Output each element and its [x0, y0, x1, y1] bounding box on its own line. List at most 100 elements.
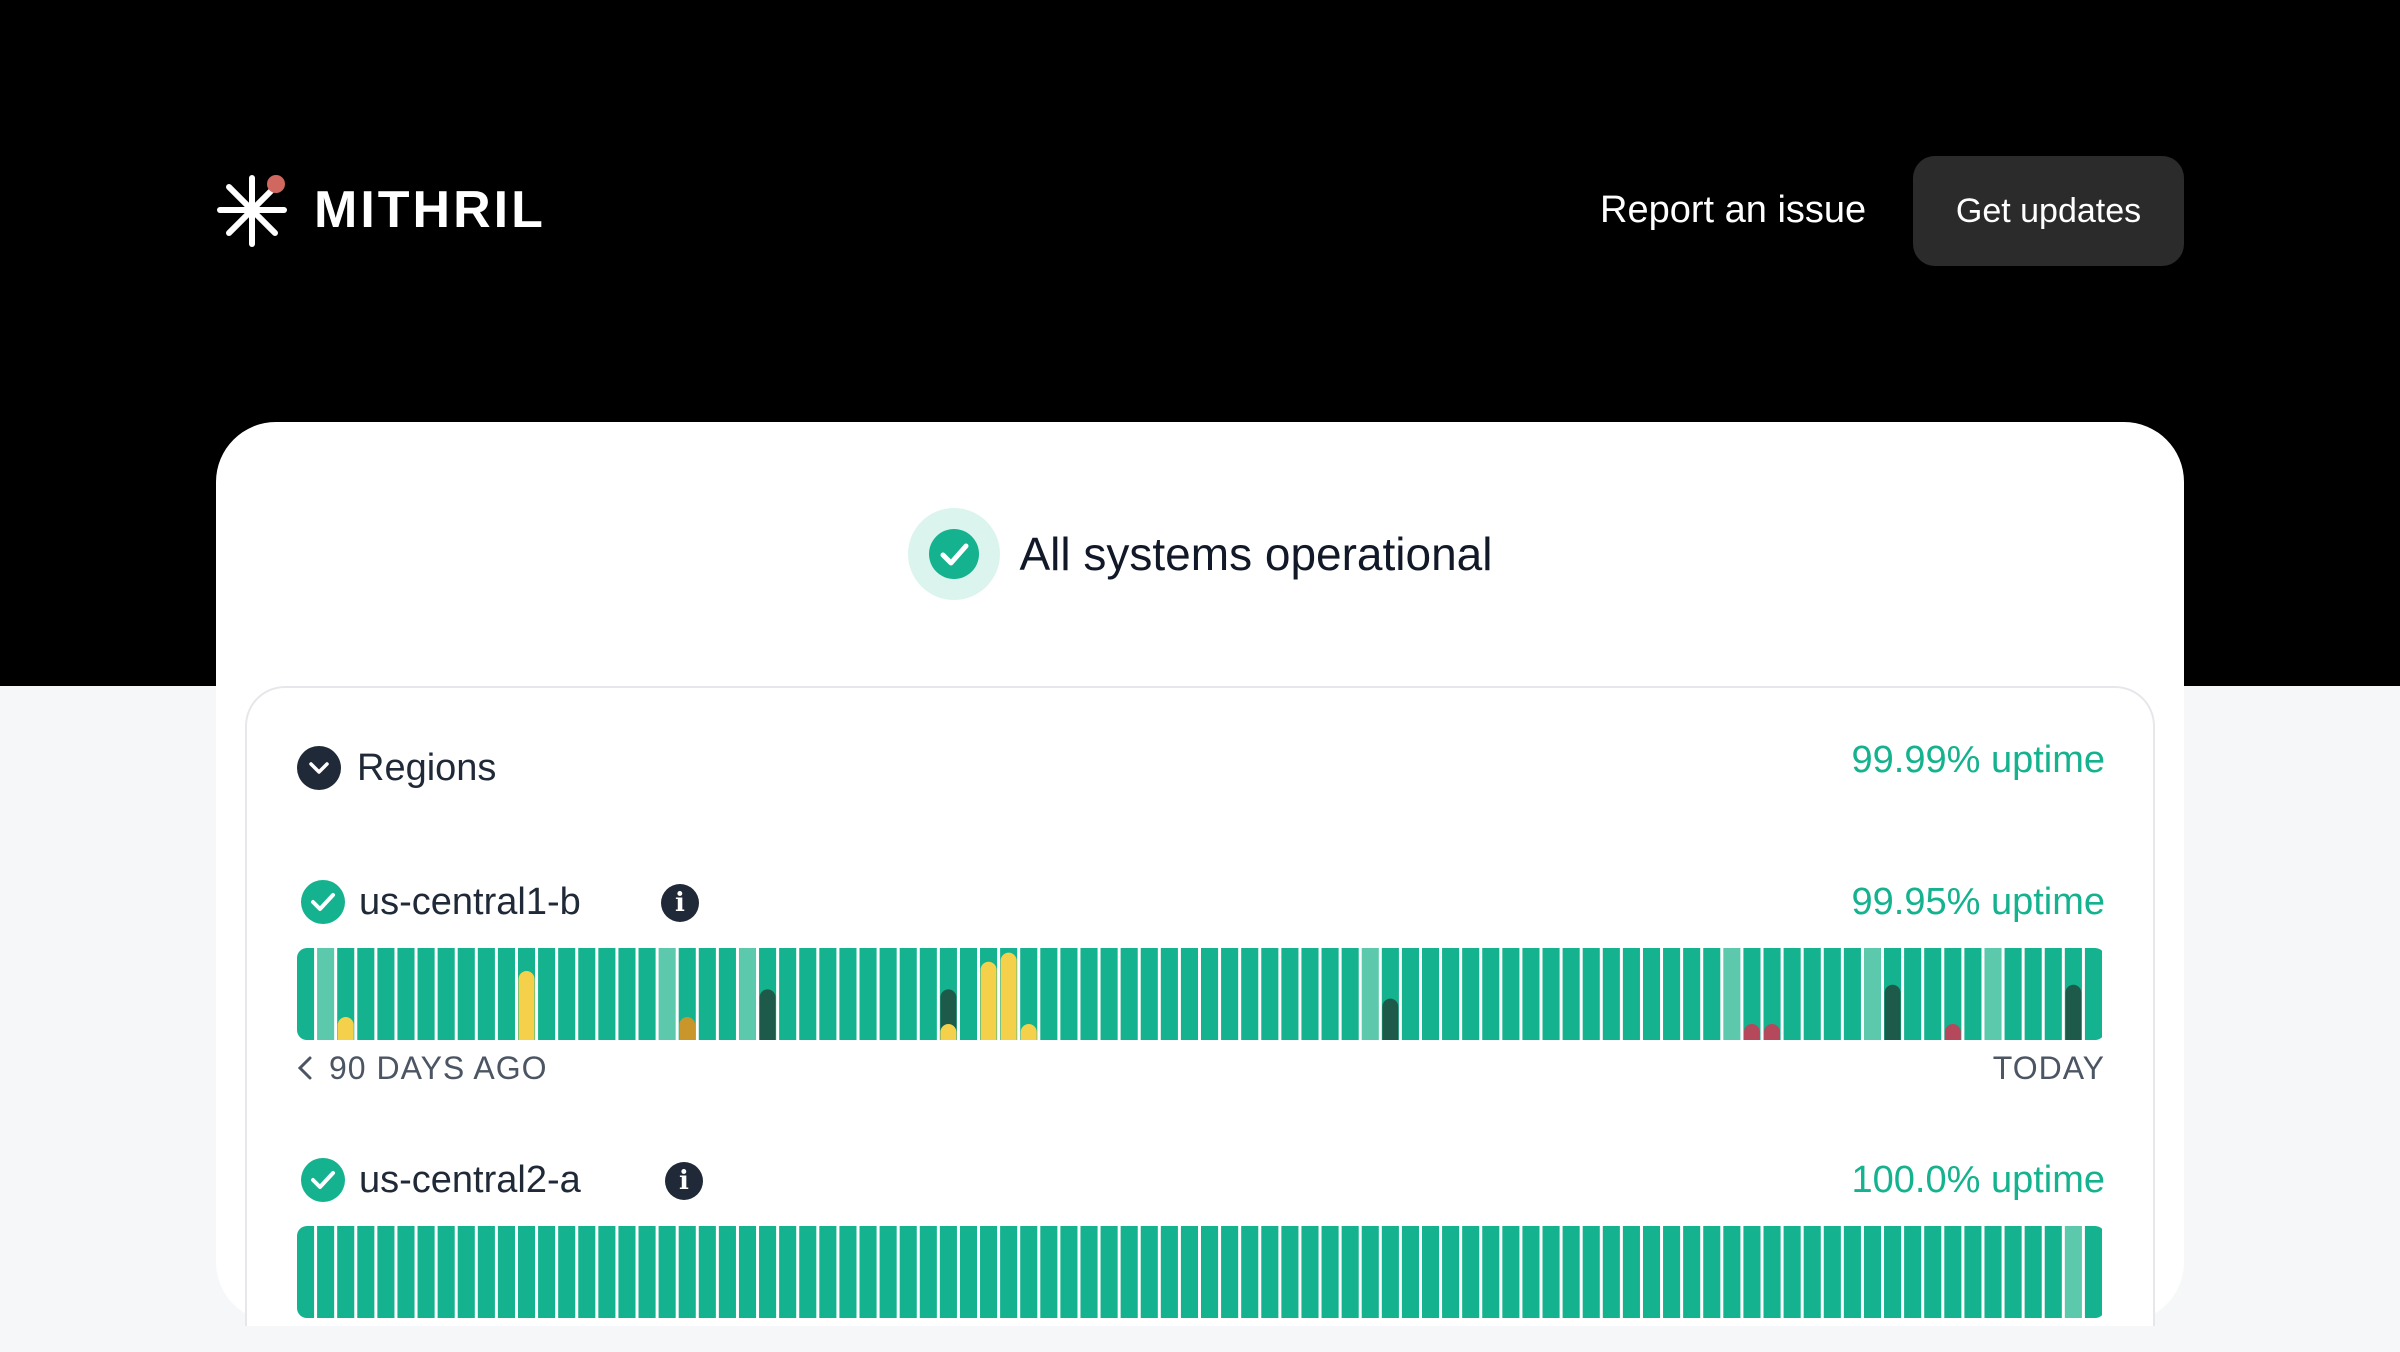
incident-marker[interactable] — [679, 1017, 696, 1040]
day-segment[interactable] — [1140, 1226, 1158, 1318]
day-segment[interactable] — [1823, 948, 1841, 1040]
day-segment[interactable] — [1301, 948, 1319, 1040]
day-segment[interactable] — [1160, 948, 1178, 1040]
day-segment[interactable] — [337, 1226, 355, 1318]
day-segment[interactable] — [1642, 1226, 1661, 1318]
day-segment[interactable] — [2084, 948, 2102, 1040]
day-segment[interactable] — [1221, 948, 1239, 1040]
day-segment[interactable] — [1904, 948, 1922, 1040]
day-segment[interactable] — [1281, 948, 1299, 1040]
day-segment[interactable] — [1401, 948, 1419, 1040]
day-segment[interactable] — [297, 948, 315, 1040]
day-segment[interactable] — [899, 1226, 917, 1318]
day-segment[interactable] — [2044, 948, 2062, 1040]
day-segment[interactable] — [1783, 948, 1801, 1040]
day-segment[interactable] — [799, 948, 817, 1040]
day-segment[interactable] — [1040, 948, 1058, 1040]
day-segment[interactable] — [1622, 948, 1640, 1040]
day-segment[interactable] — [738, 1226, 757, 1318]
uptime-bar[interactable] — [297, 1226, 2105, 1318]
day-segment[interactable] — [1421, 948, 1440, 1040]
day-segment[interactable] — [1321, 948, 1339, 1040]
incident-marker[interactable] — [2065, 984, 2082, 1040]
day-segment[interactable] — [397, 948, 415, 1040]
day-segment[interactable] — [1803, 948, 1821, 1040]
day-segment[interactable] — [1582, 948, 1600, 1040]
day-segment[interactable] — [1442, 1226, 1460, 1318]
day-segment[interactable] — [658, 1226, 676, 1318]
day-segment[interactable] — [558, 948, 576, 1040]
day-segment[interactable] — [1502, 1226, 1520, 1318]
day-segment[interactable] — [1904, 1226, 1922, 1318]
day-segment[interactable] — [1020, 1226, 1038, 1318]
day-segment[interactable] — [1683, 948, 1701, 1040]
day-segment[interactable] — [598, 948, 616, 1040]
day-segment[interactable] — [1040, 1226, 1058, 1318]
day-segment[interactable] — [1160, 1226, 1178, 1318]
day-segment[interactable] — [357, 948, 375, 1040]
day-segment[interactable] — [1582, 1226, 1600, 1318]
day-segment[interactable] — [1401, 1226, 1419, 1318]
day-segment[interactable] — [980, 1226, 998, 1318]
day-segment[interactable] — [1924, 948, 1942, 1040]
info-icon[interactable]: i — [665, 1162, 703, 1200]
day-segment[interactable] — [1201, 948, 1219, 1040]
day-segment[interactable] — [678, 1226, 696, 1318]
day-segment[interactable] — [1703, 1226, 1721, 1318]
day-segment[interactable] — [1020, 948, 1038, 1040]
get-updates-button[interactable]: Get updates — [1913, 156, 2184, 266]
day-segment[interactable] — [477, 1226, 495, 1318]
day-segment[interactable] — [1542, 1226, 1560, 1318]
day-segment[interactable] — [1823, 1226, 1841, 1318]
day-segment[interactable] — [779, 948, 797, 1040]
day-segment[interactable] — [718, 1226, 736, 1318]
day-segment[interactable] — [337, 948, 355, 1040]
day-segment[interactable] — [638, 948, 656, 1040]
day-segment[interactable] — [1341, 1226, 1359, 1318]
day-segment[interactable] — [2044, 1226, 2062, 1318]
day-segment[interactable] — [618, 948, 636, 1040]
day-segment[interactable] — [759, 1226, 777, 1318]
day-segment[interactable] — [1361, 948, 1379, 1040]
day-segment[interactable] — [2024, 1226, 2042, 1318]
day-segment[interactable] — [1964, 1226, 1982, 1318]
day-segment[interactable] — [1120, 948, 1138, 1040]
day-segment[interactable] — [1080, 948, 1098, 1040]
day-segment[interactable] — [317, 1226, 335, 1318]
day-segment[interactable] — [1884, 1226, 1902, 1318]
day-segment[interactable] — [1060, 1226, 1078, 1318]
day-segment[interactable] — [1000, 1226, 1018, 1318]
incident-marker[interactable] — [980, 961, 997, 1040]
day-segment[interactable] — [698, 1226, 716, 1318]
chevron-down-icon[interactable] — [297, 746, 341, 790]
day-segment[interactable] — [1261, 1226, 1279, 1318]
day-segment[interactable] — [1863, 1226, 1882, 1318]
day-segment[interactable] — [1663, 948, 1681, 1040]
day-segment[interactable] — [859, 948, 877, 1040]
day-segment[interactable] — [1261, 948, 1279, 1040]
day-segment[interactable] — [517, 1226, 536, 1318]
day-segment[interactable] — [1180, 1226, 1198, 1318]
day-segment[interactable] — [1542, 948, 1560, 1040]
report-issue-link[interactable]: Report an issue — [1600, 189, 1867, 231]
day-segment[interactable] — [799, 1226, 817, 1318]
day-segment[interactable] — [1843, 948, 1861, 1040]
day-segment[interactable] — [1622, 1226, 1640, 1318]
day-segment[interactable] — [497, 948, 515, 1040]
day-segment[interactable] — [1743, 948, 1761, 1040]
day-segment[interactable] — [1562, 948, 1580, 1040]
day-segment[interactable] — [879, 948, 897, 1040]
day-segment[interactable] — [1321, 1226, 1339, 1318]
day-segment[interactable] — [779, 1226, 797, 1318]
day-segment[interactable] — [1803, 1226, 1821, 1318]
day-segment[interactable] — [1381, 1226, 1399, 1318]
day-segment[interactable] — [437, 1226, 455, 1318]
day-segment[interactable] — [839, 1226, 857, 1318]
group-header-regions[interactable]: Regions 99.99% uptime — [297, 739, 2105, 796]
day-segment[interactable] — [879, 1226, 897, 1318]
day-segment[interactable] — [437, 948, 455, 1040]
day-segment[interactable] — [538, 948, 556, 1040]
day-segment[interactable] — [1482, 948, 1500, 1040]
day-segment[interactable] — [578, 948, 596, 1040]
day-segment[interactable] — [377, 948, 395, 1040]
